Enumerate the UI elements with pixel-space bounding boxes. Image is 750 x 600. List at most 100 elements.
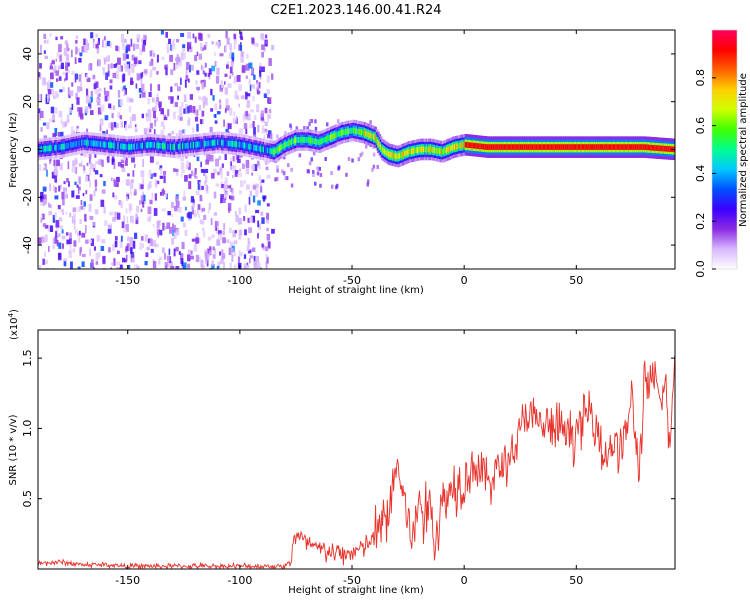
spectrogram-cell bbox=[150, 50, 155, 56]
spectrogram-cell bbox=[51, 171, 55, 179]
spectrogram-cell bbox=[242, 114, 245, 122]
spectrogram-ridge-cell bbox=[612, 144, 616, 150]
spectrogram-cell bbox=[55, 36, 58, 41]
spectrogram-cell bbox=[249, 216, 253, 224]
spectrogram-cell bbox=[158, 256, 163, 260]
spectrogram-cell bbox=[61, 229, 64, 234]
spectrogram-ridge-cell bbox=[284, 142, 287, 148]
spectrogram-cell bbox=[271, 73, 274, 80]
snr-y-ticks: 0.5 1.0 1.5 bbox=[21, 349, 675, 507]
spectrogram-cell bbox=[107, 156, 110, 163]
spectrogram-cell bbox=[52, 133, 56, 139]
spectrogram-cell bbox=[195, 237, 199, 244]
spectrogram-ridge-cell bbox=[421, 146, 425, 153]
spectrogram-cell bbox=[244, 204, 247, 213]
spectrogram-cell bbox=[164, 264, 168, 269]
spectrogram-cell bbox=[233, 33, 237, 39]
spectrogram-cell bbox=[215, 158, 219, 167]
spectrogram-cell bbox=[227, 83, 232, 88]
spectrogram-cell bbox=[221, 163, 224, 168]
spectrogram-cell bbox=[142, 202, 145, 208]
spectrogram-cell bbox=[164, 193, 167, 198]
spectrogram-cell bbox=[180, 173, 183, 178]
spectrogram-cell bbox=[230, 52, 235, 60]
spectrogram-cell bbox=[57, 205, 61, 210]
spectrogram-ridge-cell bbox=[394, 153, 398, 159]
spectrogram-cell bbox=[198, 214, 201, 218]
spectrogram-cell bbox=[216, 227, 220, 235]
spectrogram-cell bbox=[127, 173, 130, 177]
snr-y-label: SNR (10 * v/v) bbox=[8, 414, 19, 485]
spectrogram-cell bbox=[143, 128, 147, 135]
spectrogram-cell bbox=[204, 62, 207, 68]
spectrogram-ridge-cell bbox=[382, 147, 386, 154]
spectrogram-cell bbox=[188, 211, 193, 219]
spectrogram-ridge-cell bbox=[511, 144, 515, 150]
spectrogram-cell bbox=[130, 181, 134, 189]
spectrogram-cell bbox=[68, 250, 72, 258]
spectrogram-cell bbox=[154, 193, 157, 201]
spectrogram-cell bbox=[153, 110, 156, 119]
spectrogram-cell bbox=[201, 66, 205, 70]
spectrogram-cell bbox=[310, 119, 314, 123]
spectrogram-cell bbox=[251, 67, 254, 75]
spectrogram-ridge-cell bbox=[428, 146, 431, 153]
spectrogram-cell bbox=[307, 169, 310, 174]
spectrogram-cell bbox=[169, 54, 173, 62]
spectrogram-cell bbox=[217, 171, 220, 176]
spectrogram-cell bbox=[256, 80, 259, 84]
spectrogram-cell bbox=[271, 228, 275, 234]
spectrogram-cell bbox=[38, 237, 42, 245]
spectrogram-cell bbox=[245, 159, 250, 168]
spectrogram-cell bbox=[152, 224, 155, 228]
spectrogram-cell bbox=[224, 152, 227, 160]
spectrogram-cell bbox=[89, 239, 92, 243]
spectrogram-cell bbox=[173, 168, 176, 172]
spectrogram-cell bbox=[112, 105, 115, 110]
spectrogram-cell bbox=[201, 185, 204, 190]
spectrogram-cell bbox=[126, 44, 131, 52]
spectrogram-cell bbox=[230, 161, 232, 166]
spectrogram-cell bbox=[252, 96, 255, 102]
spectrogram-cell bbox=[75, 40, 78, 44]
spectrogram-cell bbox=[50, 82, 54, 88]
spectrogram-cell bbox=[232, 155, 235, 162]
spectrogram-cell bbox=[117, 66, 122, 72]
spectrogram-cell bbox=[66, 69, 70, 74]
spectrogram-cell bbox=[101, 159, 104, 167]
spectrogram-ridge-cell bbox=[424, 146, 427, 153]
spectrogram-cell bbox=[244, 91, 248, 100]
spectrogram-ridge-cell bbox=[367, 131, 371, 138]
spectrogram-cell bbox=[267, 134, 270, 139]
spectrogram-ridge-cell bbox=[291, 139, 294, 145]
spectrogram-cell bbox=[213, 114, 216, 118]
spectrogram-cell bbox=[258, 175, 261, 182]
spectrogram-ridge-cell bbox=[585, 144, 589, 150]
spectrogram-ridge-cell bbox=[144, 142, 147, 149]
spectrogram-cell bbox=[117, 212, 121, 220]
spectrogram-cell bbox=[192, 127, 195, 133]
spectrogram-ridge-cell bbox=[627, 144, 630, 150]
spectrogram-cell bbox=[219, 53, 224, 57]
spectrogram-cell bbox=[376, 165, 379, 169]
spectrogram-cell bbox=[78, 163, 83, 167]
spectrogram-cell bbox=[147, 98, 150, 105]
spectrogram-cell bbox=[129, 237, 134, 244]
spectrogram-cell bbox=[256, 90, 260, 95]
spectrogram-cell bbox=[156, 161, 159, 165]
spectrogram-cell bbox=[208, 207, 210, 214]
spectrogram-cell bbox=[93, 246, 96, 251]
spectrogram-cell bbox=[256, 261, 261, 269]
spectrogram-cell bbox=[220, 194, 224, 199]
spectrogram-cell bbox=[147, 184, 150, 190]
spectrogram-cell bbox=[192, 33, 195, 39]
spectrogram-cell bbox=[184, 175, 188, 182]
spectrogram-cell bbox=[224, 191, 229, 196]
spectrogram-cell bbox=[130, 67, 135, 74]
spectrogram-cell bbox=[246, 245, 250, 251]
spectrogram-ridge-cell bbox=[374, 134, 377, 141]
spectrogram-cell bbox=[181, 169, 185, 173]
spectrogram-cell bbox=[227, 123, 232, 130]
spectrogram-ridge-cell bbox=[640, 144, 644, 150]
spectrogram-cell bbox=[104, 42, 107, 48]
